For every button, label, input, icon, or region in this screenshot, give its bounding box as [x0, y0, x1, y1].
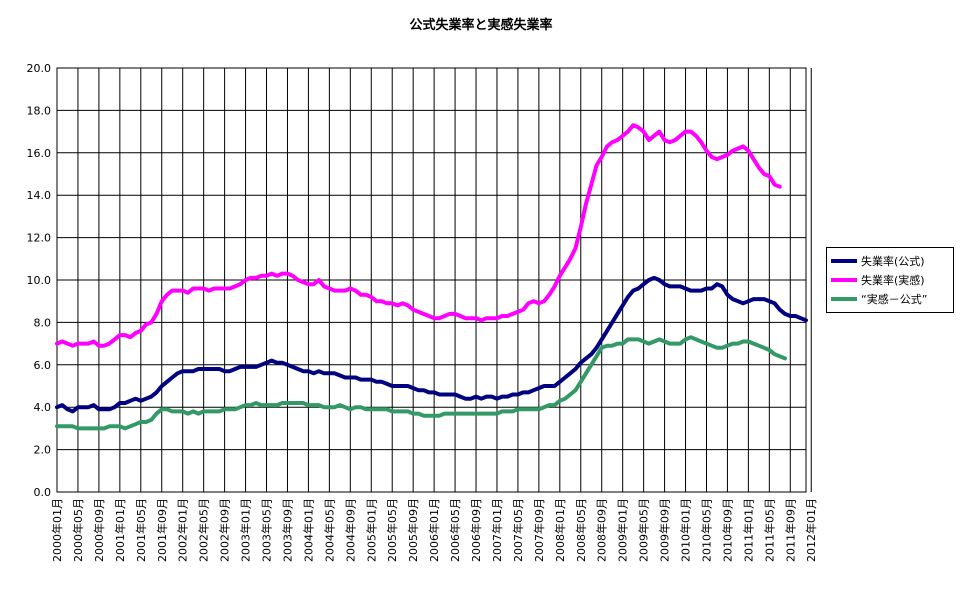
y-tick-label: 4.0: [34, 401, 52, 414]
x-tick-label: 2001年09月: [155, 498, 169, 562]
y-tick-label: 2.0: [34, 444, 52, 457]
x-tick-label: 2004年01月: [301, 498, 315, 562]
legend-swatch-difference: [831, 297, 857, 301]
y-tick-label: 16.0: [27, 147, 52, 160]
x-tick-label: 2000年09月: [92, 498, 106, 562]
x-tick-label: 2007年09月: [532, 498, 546, 562]
series-line-difference: [55, 335, 787, 431]
x-tick-label: 2003年05月: [260, 498, 274, 562]
x-tick-label: 2007年05月: [511, 498, 525, 562]
x-tick-label: 2009年05月: [637, 498, 651, 562]
x-tick-label: 2005年01月: [364, 498, 378, 562]
legend-label-official: 失業率(公式): [861, 255, 925, 268]
legend-swatch-official: [831, 259, 857, 263]
x-tick-label: 2010年09月: [720, 498, 734, 562]
legend-label-perceived: 失業率(実感): [861, 274, 925, 287]
x-tick-label: 2002年09月: [218, 498, 232, 562]
x-tick-label: 2010年01月: [679, 498, 693, 562]
x-tick-label: 2002年05月: [197, 498, 211, 562]
x-tick-label: 2001年05月: [134, 498, 148, 562]
series-layer: [55, 123, 808, 431]
y-tick-label: 10.0: [27, 274, 52, 287]
x-tick-label: 2009年09月: [658, 498, 672, 562]
x-tick-label: 2004年09月: [343, 498, 357, 562]
y-tick-label: 20.0: [27, 62, 52, 75]
x-tick-label: 2003年01月: [239, 498, 253, 562]
legend-item-perceived: 失業率(実感): [831, 271, 925, 289]
legend-swatch-perceived: [831, 278, 857, 282]
x-tick-label: 2005年09月: [406, 498, 420, 562]
legend-item-official: 失業率(公式): [831, 252, 925, 270]
x-tick-label: 2008年01月: [553, 498, 567, 562]
x-tick-label: 2002年01月: [176, 498, 190, 562]
y-tick-label: 0.0: [34, 486, 52, 499]
x-tick-label: 2006年05月: [448, 498, 462, 562]
x-tick-label: 2010年05月: [699, 498, 713, 562]
series-line-perceived: [55, 123, 782, 348]
x-tick-label: 2011年09月: [783, 498, 797, 562]
x-tick-label: 2008年05月: [574, 498, 588, 562]
series-line-official: [55, 275, 808, 414]
y-tick-label: 14.0: [27, 189, 52, 202]
x-tick-label: 2011年05月: [762, 498, 776, 562]
legend-item-difference: “実感－公式”: [831, 290, 927, 308]
legend-label-difference: “実感－公式”: [861, 293, 928, 306]
x-tick-label: 2000年05月: [71, 498, 85, 562]
x-tick-label: 2006年01月: [427, 498, 441, 562]
chart-legend: 失業率(公式) 失業率(実感) “実感－公式”: [826, 247, 954, 313]
x-tick-label: 2007年01月: [490, 498, 504, 562]
x-tick-label: 2009年01月: [616, 498, 630, 562]
y-tick-label: 18.0: [27, 104, 52, 117]
x-tick-label: 2011年01月: [741, 498, 755, 562]
x-tick-label: 2008年09月: [595, 498, 609, 562]
x-tick-label: 2012年01月: [804, 498, 818, 562]
chart-title: 公式失業率と実感失業率: [409, 18, 553, 33]
x-tick-label: 2003年09月: [280, 498, 294, 562]
grid-layer: [56, 67, 812, 493]
y-tick-label: 6.0: [34, 359, 52, 372]
y-tick-label: 8.0: [34, 316, 52, 329]
y-tick-label: 12.0: [27, 232, 52, 245]
x-tick-label: 2006年09月: [469, 498, 483, 562]
x-tick-label: 2005年05月: [385, 498, 399, 562]
x-tick-label: 2001年01月: [113, 498, 127, 562]
axis-layer: 0.0 2.0 4.0 6.0 8.0 10.0 12.0 14.0 16.0 18.0 20.0 2…: [27, 62, 819, 562]
x-tick-label: 2004年05月: [322, 498, 336, 562]
x-tick-label: 2000年01月: [50, 498, 64, 562]
